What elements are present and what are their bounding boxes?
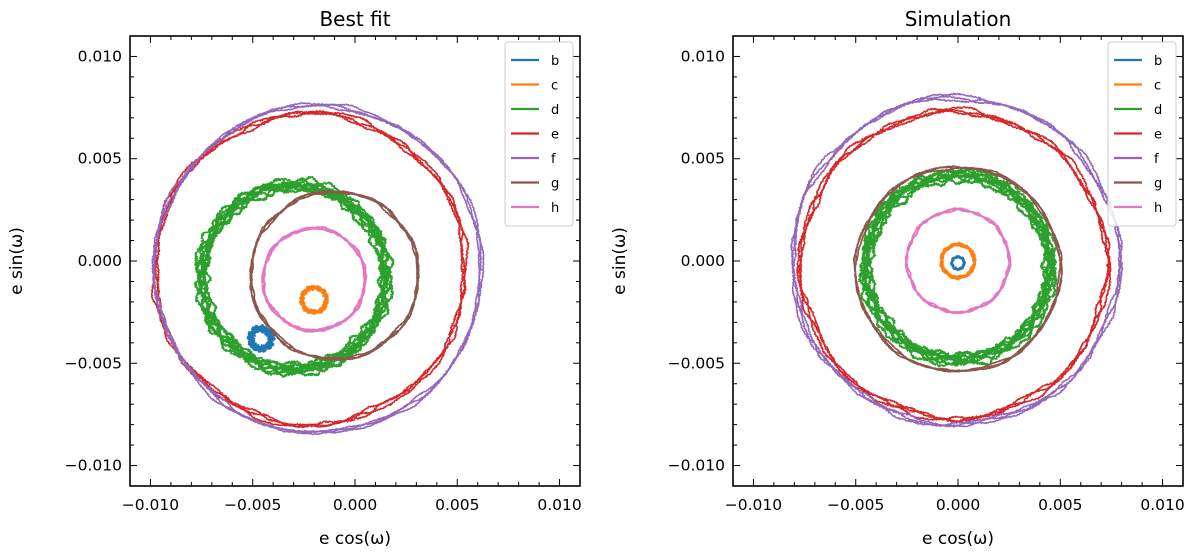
chart-title: Simulation [905, 7, 1012, 31]
legend-label-g: g [551, 177, 559, 192]
legend-label-h: h [551, 201, 559, 216]
legend-label-e: e [1154, 128, 1162, 143]
y-tick-label: 0.010 [78, 47, 122, 65]
x-tick-label: 0.005 [1038, 496, 1082, 514]
chart-title: Best fit [319, 7, 390, 31]
legend-label-b: b [1154, 54, 1162, 69]
legend-label-c: c [1154, 79, 1161, 94]
panel-simulation: Simulation e cos(ω) e sin(ω) −0.010 −0.00… [610, 7, 1185, 549]
series-h-line [262, 227, 367, 332]
y-axis-label: e sin(ω) [7, 227, 27, 295]
x-axis-label: e cos(ω) [319, 529, 391, 549]
panel-best-fit: Best fit e cos(ω) e sin(ω) −0.010 −0.005 0… [7, 7, 582, 549]
y-tick-label: 0.010 [681, 47, 725, 65]
x-tick-label: 0.010 [537, 496, 581, 514]
series-d-line [859, 168, 1057, 367]
series-c-line [300, 285, 329, 314]
series-lines [152, 103, 484, 435]
x-tick-label: 0.000 [333, 496, 377, 514]
legend-label-d: d [551, 103, 559, 118]
series-c-line [940, 242, 976, 279]
legend-label-f: f [1154, 152, 1159, 167]
x-tick-label: −0.005 [224, 496, 281, 514]
series-g-line [250, 191, 419, 360]
y-tick-label: −0.010 [65, 457, 122, 475]
y-tick-label: 0.000 [78, 252, 122, 270]
y-tick-label: −0.005 [668, 354, 725, 372]
x-tick-label: −0.010 [122, 496, 179, 514]
legend-label-g: g [1154, 177, 1162, 192]
series-f-line [791, 93, 1123, 426]
y-tick-label: 0.005 [681, 150, 725, 168]
y-tick-label: −0.005 [65, 354, 122, 372]
legend-label-h: h [1154, 201, 1162, 216]
legend-label-f: f [551, 152, 556, 167]
y-tick-label: 0.000 [681, 252, 725, 270]
x-tick-label: 0.005 [435, 496, 479, 514]
x-tick-label: 0.010 [1140, 496, 1184, 514]
legend-label-b: b [551, 54, 559, 69]
series-lines [791, 93, 1123, 426]
figure: Best fit e cos(ω) e sin(ω) −0.010 −0.005 0… [0, 0, 1200, 552]
y-tick-label: −0.010 [668, 457, 725, 475]
x-axis-label: e cos(ω) [922, 529, 994, 549]
legend-label-d: d [1154, 103, 1162, 118]
legend-label-e: e [551, 128, 559, 143]
x-tick-label: −0.005 [827, 496, 884, 514]
x-tick-label: −0.010 [725, 496, 782, 514]
y-tick-label: 0.005 [78, 150, 122, 168]
ticks: −0.010 −0.005 0.000 0.005 0.010 0.010 0.005 0.0… [65, 36, 582, 514]
series-h-line [905, 208, 1010, 313]
x-tick-label: 0.000 [936, 496, 980, 514]
y-axis-label: e sin(ω) [610, 227, 630, 295]
series-b-line [951, 256, 966, 270]
legend-label-c: c [551, 79, 558, 94]
